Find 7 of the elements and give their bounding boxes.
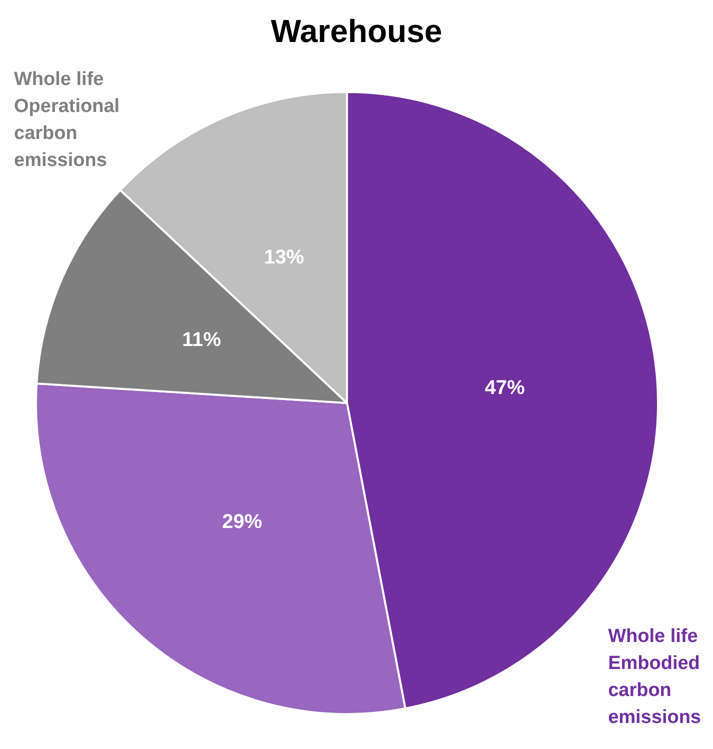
chart-title: Warehouse (270, 13, 442, 49)
text: Whole life Embodied carbon emissions (608, 626, 702, 728)
data-label: 29% (222, 510, 262, 533)
data-label: 13% (264, 246, 304, 269)
data-label: 47% (484, 377, 526, 400)
data-label: 11% (182, 329, 222, 352)
text: Whole life Operational carbon emissions (14, 69, 120, 171)
